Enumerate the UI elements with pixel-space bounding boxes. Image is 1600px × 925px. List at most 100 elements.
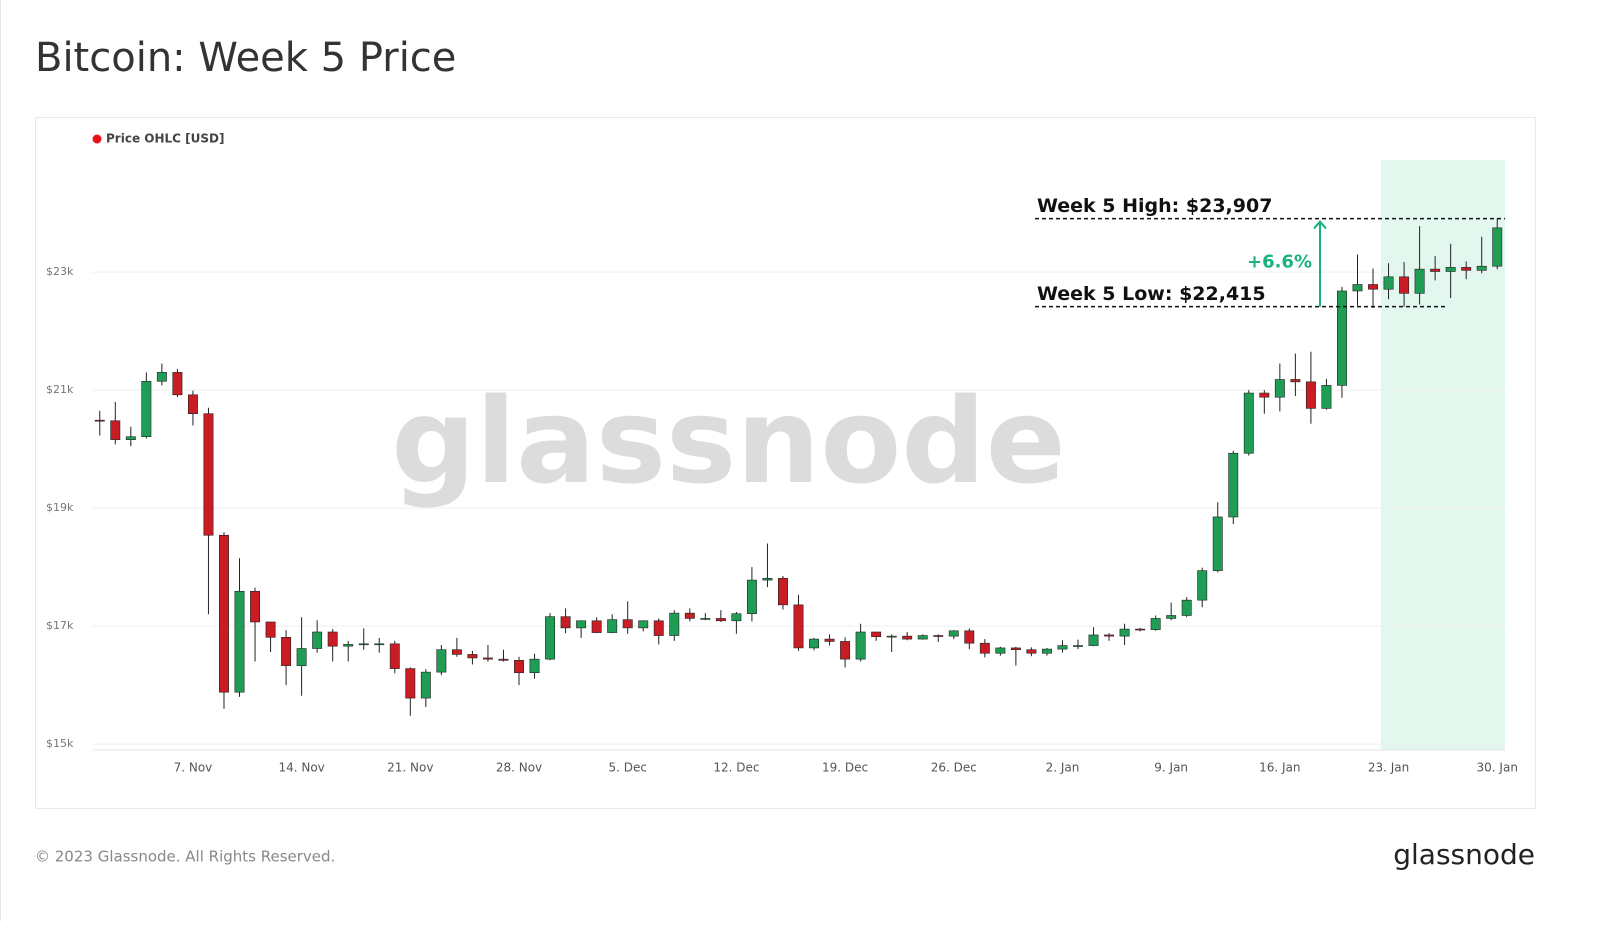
candle-body — [1228, 452, 1239, 518]
y-tick-label: $23k — [46, 265, 74, 278]
candle-body — [1461, 267, 1472, 271]
candle-body — [964, 630, 975, 644]
candle-body — [886, 635, 897, 638]
candle-body — [1010, 647, 1021, 650]
candle-body — [219, 534, 229, 693]
candle-body — [871, 631, 882, 638]
candle-body — [281, 637, 292, 666]
candle-body — [1135, 628, 1146, 631]
x-tick-label: 28. Nov — [496, 761, 542, 775]
candle-body — [141, 380, 152, 438]
candle-body — [793, 604, 804, 649]
candle-body — [1073, 645, 1083, 647]
candle-body — [467, 654, 478, 659]
candle-body — [1305, 381, 1316, 409]
x-tick-label: 19. Dec — [822, 761, 868, 775]
candle-body — [250, 590, 260, 623]
candle-body — [809, 638, 819, 649]
candle-body — [420, 671, 431, 699]
reference-label: Week 5 Low: $22,415 — [1037, 283, 1266, 305]
candle-body — [1492, 227, 1503, 267]
candle-body — [731, 613, 742, 622]
candle-body — [529, 658, 540, 674]
candle-body — [234, 590, 245, 693]
candle-body — [296, 648, 307, 666]
candle-body — [110, 420, 121, 440]
candle-body — [607, 619, 618, 633]
x-tick-label: 14. Nov — [278, 761, 324, 775]
candle-body — [560, 616, 571, 629]
y-tick-label: $21k — [46, 383, 74, 396]
chart: glassnode $15k $17k $19k $21k $23k 7. Nov 14. N… — [46, 132, 1518, 775]
candle-body — [1181, 599, 1192, 616]
highlight-region — [1380, 160, 1505, 750]
candle-body — [1243, 392, 1254, 454]
candle-body — [327, 631, 338, 647]
candle-body — [1166, 615, 1177, 619]
reference-label: Week 5 High: $23,907 — [1037, 195, 1272, 217]
candle-body — [1399, 276, 1410, 294]
candle-body — [1445, 267, 1456, 272]
candle-body — [1197, 570, 1208, 601]
candle-body — [1476, 265, 1487, 271]
candle-body — [1368, 284, 1378, 290]
candle-body — [405, 668, 416, 699]
candle-body — [1150, 618, 1161, 630]
y-tick-label: $15k — [46, 737, 74, 750]
x-tick-label: 2. Jan — [1046, 761, 1080, 775]
candle-body — [855, 631, 866, 660]
candle-body — [715, 618, 726, 622]
x-tick-label: 12. Dec — [713, 761, 759, 775]
candle-body — [1259, 392, 1270, 398]
change-label: +6.6% — [1247, 252, 1312, 273]
candle-body — [1104, 634, 1115, 637]
y-tick-label: $17k — [46, 619, 74, 632]
candle-body — [917, 635, 928, 640]
candle-body — [498, 658, 509, 661]
candle-body — [1337, 290, 1347, 386]
legend-label: Price OHLC [USD] — [106, 132, 224, 146]
candle-body — [840, 641, 851, 660]
candle-body — [1430, 268, 1441, 272]
candle-body — [700, 618, 711, 620]
candle-body — [902, 635, 913, 640]
candle-body — [933, 635, 944, 637]
candle-body — [545, 616, 556, 660]
watermark: glassnode — [391, 372, 1066, 510]
copyright: © 2023 Glassnode. All Rights Reserved. — [35, 848, 335, 866]
candle-body — [746, 579, 757, 615]
candle-body — [1352, 284, 1363, 292]
x-tick-label: 9. Jan — [1154, 761, 1188, 775]
candle-body — [778, 578, 788, 606]
x-tick-label: 26. Dec — [931, 761, 977, 775]
candle-body — [979, 642, 990, 654]
chart-panel — [35, 117, 1536, 809]
candle-body — [653, 620, 664, 636]
candle-body — [1321, 385, 1332, 409]
candle-body — [1383, 276, 1394, 290]
candle-body — [187, 394, 198, 415]
candle-body — [1414, 268, 1425, 294]
x-tick-label: 16. Jan — [1259, 761, 1300, 775]
candle-body — [1041, 648, 1052, 654]
candle-body — [638, 620, 649, 629]
candle-body — [125, 436, 136, 440]
candle-body — [1212, 516, 1223, 571]
change-arrow — [1313, 220, 1327, 307]
candle-body — [482, 657, 493, 660]
x-tick-label: 5. Dec — [608, 761, 646, 775]
candle-body — [824, 638, 835, 642]
x-tick-label: 23. Jan — [1368, 761, 1409, 775]
candle-body — [762, 578, 773, 581]
logo: glassnode — [1393, 838, 1535, 871]
x-tick-label: 30. Jan — [1477, 761, 1518, 775]
candle-body — [436, 649, 447, 673]
candle-body — [203, 413, 214, 536]
legend-marker — [92, 134, 102, 144]
candle-body — [622, 619, 633, 629]
candle-body — [451, 649, 462, 655]
candle-body — [374, 643, 385, 646]
candle-body — [358, 643, 369, 646]
candle-body — [265, 621, 276, 638]
candle-body — [343, 644, 354, 647]
